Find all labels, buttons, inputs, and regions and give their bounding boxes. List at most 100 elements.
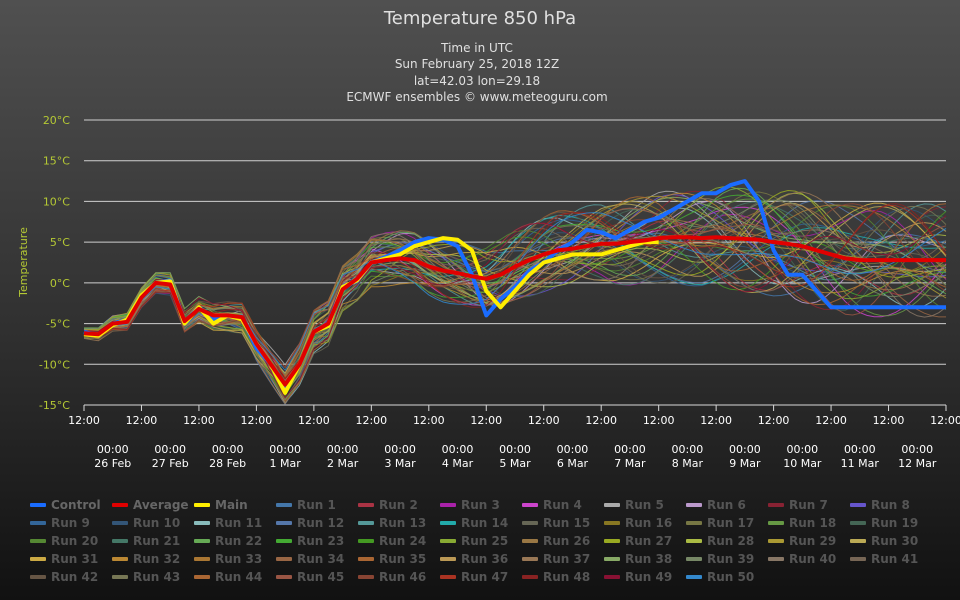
legend-item[interactable]: Run 48 (522, 568, 604, 586)
legend-item[interactable]: Run 10 (112, 514, 194, 532)
average-series-line (83, 235, 946, 387)
legend-item[interactable]: Run 50 (686, 568, 768, 586)
legend-item[interactable]: Run 22 (194, 532, 276, 550)
legend-item[interactable]: Run 23 (276, 532, 358, 550)
x-tick-label-top: 12:00 (470, 414, 502, 427)
legend-item[interactable]: Run 46 (358, 568, 440, 586)
x-tick-label-time: 00:00 (154, 443, 186, 456)
legend-item[interactable]: Run 18 (768, 514, 850, 532)
legend-item[interactable]: Run 41 (850, 550, 932, 568)
legend-item[interactable]: Control (30, 496, 112, 514)
legend-item[interactable]: Run 19 (850, 514, 932, 532)
x-tick-label-date: 12 Mar (898, 457, 937, 470)
legend-item[interactable]: Run 33 (194, 550, 276, 568)
legend-item[interactable]: Run 38 (604, 550, 686, 568)
legend-label: Run 11 (215, 516, 263, 530)
legend-label: Run 2 (379, 498, 418, 512)
legend-swatch (358, 557, 374, 561)
x-tick-label-time: 00:00 (786, 443, 818, 456)
x-tick-label-date: 11 Mar (841, 457, 880, 470)
legend-item[interactable]: Average (112, 496, 194, 514)
legend-item[interactable]: Run 15 (522, 514, 604, 532)
x-tick-label-top: 12:00 (355, 414, 387, 427)
legend-swatch (358, 521, 374, 525)
legend-item[interactable]: Run 29 (768, 532, 850, 550)
legend-item[interactable]: Run 34 (276, 550, 358, 568)
legend-item[interactable]: Run 28 (686, 532, 768, 550)
legend-item[interactable]: Run 24 (358, 532, 440, 550)
legend-item[interactable]: Run 21 (112, 532, 194, 550)
legend-label: Run 41 (871, 552, 919, 566)
legend-item[interactable]: Run 8 (850, 496, 932, 514)
legend-swatch (276, 503, 292, 507)
legend-item[interactable]: Run 45 (276, 568, 358, 586)
legend-label: Run 35 (379, 552, 427, 566)
legend-item[interactable]: Run 4 (522, 496, 604, 514)
legend-label: Run 43 (133, 570, 181, 584)
legend-item[interactable]: Run 42 (30, 568, 112, 586)
legend-label: Run 16 (625, 516, 673, 530)
legend-item[interactable]: Run 16 (604, 514, 686, 532)
legend-swatch (522, 557, 538, 561)
legend-item[interactable]: Run 2 (358, 496, 440, 514)
legend-item[interactable]: Run 25 (440, 532, 522, 550)
legend-item[interactable]: Run 3 (440, 496, 522, 514)
legend-item[interactable]: Run 32 (112, 550, 194, 568)
chart-title: Temperature 850 hPa (383, 8, 576, 29)
legend-swatch (686, 503, 702, 507)
legend-label: Run 17 (707, 516, 755, 530)
run-line (83, 203, 947, 369)
legend-swatch (112, 557, 128, 561)
x-tick-label-time: 00:00 (729, 443, 761, 456)
legend-label: Run 18 (789, 516, 837, 530)
legend-item[interactable]: Run 36 (440, 550, 522, 568)
legend-swatch (276, 557, 292, 561)
legend-swatch (768, 503, 784, 507)
y-axis-ticks: 20°C 15°C 10°C 5°C 0°C -5°C -10°C -15°C (39, 114, 70, 412)
legend-item[interactable]: Run 44 (194, 568, 276, 586)
x-tick-label-top: 12:00 (585, 414, 617, 427)
legend-item[interactable]: Run 5 (604, 496, 686, 514)
legend-item[interactable]: Run 7 (768, 496, 850, 514)
legend-item[interactable]: Run 1 (276, 496, 358, 514)
legend-label: Run 36 (461, 552, 509, 566)
legend-item[interactable]: Run 11 (194, 514, 276, 532)
x-tick-label-top: 12:00 (643, 414, 675, 427)
legend-swatch (686, 575, 702, 579)
x-tick-label-top: 12:00 (815, 414, 847, 427)
legend-label: Run 31 (51, 552, 99, 566)
legend-item[interactable]: Run 20 (30, 532, 112, 550)
legend-item[interactable]: Run 49 (604, 568, 686, 586)
legend-swatch (604, 557, 620, 561)
legend-item[interactable]: Run 37 (522, 550, 604, 568)
legend-item[interactable]: Run 39 (686, 550, 768, 568)
legend-label: Run 13 (379, 516, 427, 530)
legend-item[interactable]: Run 26 (522, 532, 604, 550)
run-line (83, 227, 947, 400)
legend-label: Run 34 (297, 552, 345, 566)
run-line (83, 211, 947, 383)
legend-item[interactable]: Run 35 (358, 550, 440, 568)
legend-item[interactable]: Run 47 (440, 568, 522, 586)
legend-item[interactable]: Run 31 (30, 550, 112, 568)
legend-label: Run 21 (133, 534, 181, 548)
legend-item[interactable]: Run 17 (686, 514, 768, 532)
legend-item[interactable]: Run 13 (358, 514, 440, 532)
legend-item[interactable]: Run 30 (850, 532, 932, 550)
legend-item[interactable]: Run 9 (30, 514, 112, 532)
legend-item[interactable]: Run 27 (604, 532, 686, 550)
legend-label: Run 49 (625, 570, 673, 584)
legend-label: Run 7 (789, 498, 828, 512)
legend-label: Run 1 (297, 498, 336, 512)
legend-item[interactable]: Run 40 (768, 550, 850, 568)
legend-swatch (194, 557, 210, 561)
legend-swatch (440, 539, 456, 543)
legend-item[interactable]: Run 43 (112, 568, 194, 586)
legend-item[interactable]: Run 14 (440, 514, 522, 532)
legend-item[interactable]: Run 12 (276, 514, 358, 532)
legend-label: Run 28 (707, 534, 755, 548)
legend-item[interactable]: Run 6 (686, 496, 768, 514)
legend-item[interactable]: Main (194, 496, 276, 514)
x-tick-label-time: 00:00 (672, 443, 704, 456)
legend-swatch (604, 539, 620, 543)
